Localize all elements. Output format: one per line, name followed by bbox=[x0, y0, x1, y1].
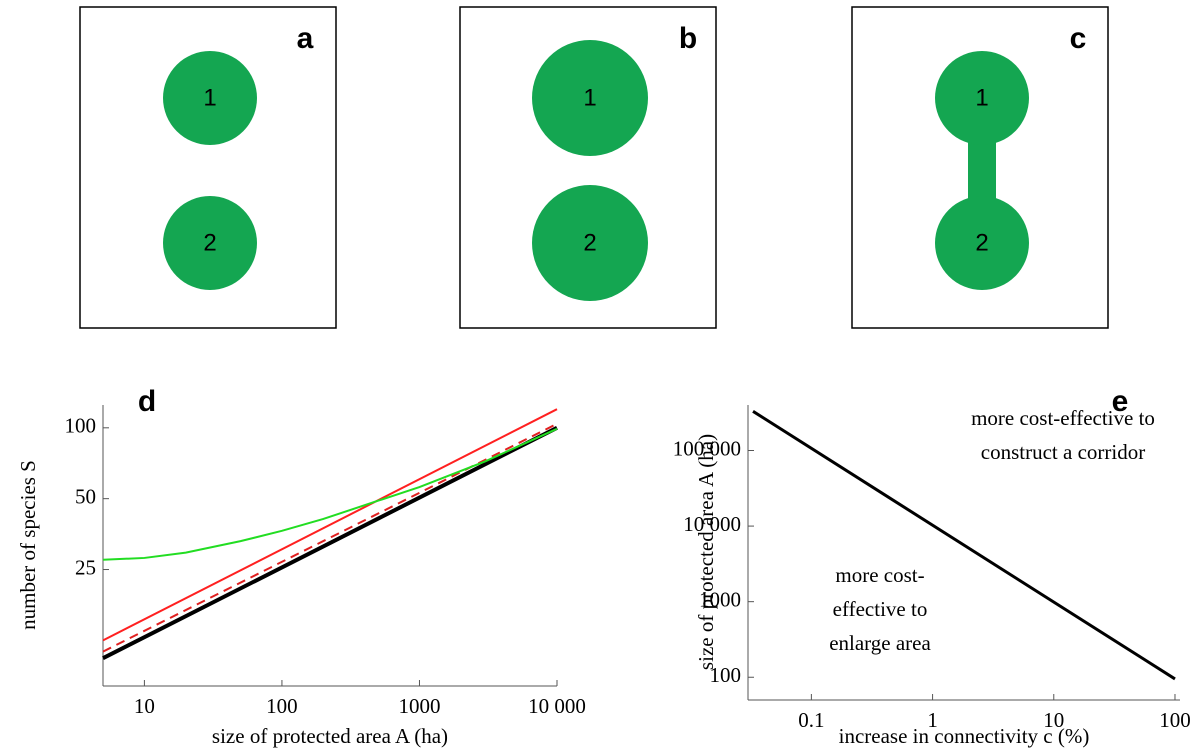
y-tick-label: 1000 bbox=[699, 587, 741, 611]
series-line bbox=[102, 422, 558, 653]
x-tick-label: 1 bbox=[927, 708, 938, 732]
panel-frame bbox=[851, 6, 1109, 329]
x-tick-label: 1000 bbox=[398, 694, 440, 718]
series-line bbox=[102, 408, 558, 642]
x-tick-label: 10 000 bbox=[528, 694, 586, 718]
patch-label: 1 bbox=[583, 84, 596, 111]
patch-label: 1 bbox=[203, 84, 216, 111]
patch bbox=[935, 51, 1029, 145]
x-axis-label: increase in connectivity c (%) bbox=[839, 724, 1090, 748]
y-tick-label: 100 000 bbox=[673, 436, 741, 460]
patch bbox=[532, 185, 648, 301]
annotation: construct a corridor bbox=[981, 440, 1145, 464]
patch-label: 2 bbox=[583, 229, 596, 256]
y-tick-label: 10 000 bbox=[683, 512, 741, 536]
x-axis-label: size of protected area A (ha) bbox=[212, 724, 448, 748]
panel-b: b 1 2 bbox=[459, 6, 717, 329]
panel-frame bbox=[459, 6, 717, 329]
series-line bbox=[752, 410, 1176, 681]
annotation: enlarge area bbox=[829, 631, 931, 655]
patch bbox=[163, 51, 257, 145]
annotation: more cost-effective to bbox=[971, 406, 1155, 430]
y-tick-label: 50 bbox=[75, 484, 96, 508]
series-line bbox=[102, 427, 558, 561]
x-tick-label: 100 bbox=[1159, 708, 1191, 732]
x-tick-label: 10 bbox=[134, 694, 155, 718]
panel-label: b bbox=[679, 22, 697, 55]
chart: 10 100 1000 10 000 25 50 100 d size of protected… bbox=[16, 385, 586, 748]
panel-label: d bbox=[138, 385, 156, 418]
panel-label: c bbox=[1070, 22, 1087, 55]
patch bbox=[935, 196, 1029, 290]
panel-frame bbox=[79, 6, 337, 329]
x-tick-label: 100 bbox=[266, 694, 298, 718]
panel-c: c 1 2 bbox=[851, 6, 1109, 329]
chart: 0.1 1 10 100 100 1000 10 000 100 000 more cost-e… bbox=[673, 385, 1191, 748]
annotation: more cost- bbox=[835, 563, 924, 587]
y-tick-label: 100 bbox=[710, 663, 742, 687]
y-tick-label: 25 bbox=[75, 555, 96, 579]
patch bbox=[532, 40, 648, 156]
x-tick-label: 10 bbox=[1043, 708, 1064, 732]
panel-a: a 1 2 bbox=[79, 6, 337, 329]
patch-label: 1 bbox=[975, 84, 988, 111]
y-axis-label: size of protected area A (ha) bbox=[694, 434, 718, 670]
panel-label: a bbox=[297, 22, 314, 55]
patch-label: 2 bbox=[975, 229, 988, 256]
y-axis-label: number of species S bbox=[16, 460, 40, 630]
patch bbox=[163, 196, 257, 290]
y-tick-label: 100 bbox=[65, 414, 97, 438]
x-tick-label: 0.1 bbox=[798, 708, 824, 732]
series-line bbox=[102, 426, 558, 660]
panel-label: e bbox=[1112, 385, 1129, 418]
annotation: effective to bbox=[833, 597, 928, 621]
patch-label: 2 bbox=[203, 229, 216, 256]
